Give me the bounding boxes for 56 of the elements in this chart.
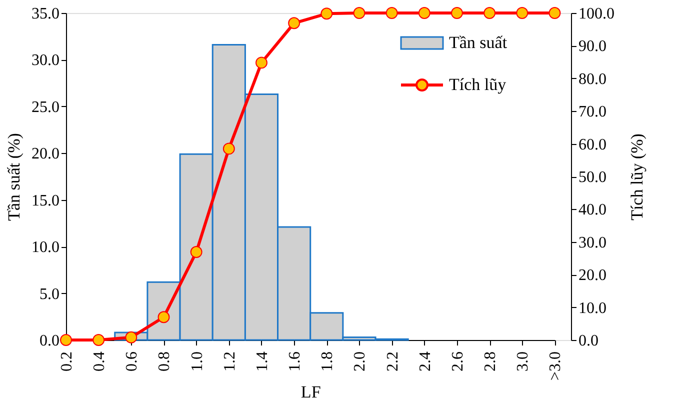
y2-axis-title: Tích lũy (%) [628, 134, 646, 220]
x-tick-label: 2.2 [384, 352, 402, 372]
x-tick-label: 1.2 [221, 352, 238, 372]
point [450, 7, 463, 19]
x-tick-label: 3.0 [514, 352, 532, 372]
point [484, 7, 496, 19]
point [222, 142, 235, 155]
x-tick-label: 2.0 [352, 352, 369, 372]
point [256, 56, 268, 69]
y-axis-title: Tần suất (%) [4, 133, 24, 221]
x-tick-label: 2.6 [449, 352, 466, 372]
x-tick-label: 2.4 [416, 352, 434, 372]
point [320, 8, 333, 20]
x-tick-label: >3.0 [547, 352, 564, 381]
y2-tick-label: 60.0 [578, 136, 606, 154]
legend-label: Tần suất [449, 33, 508, 52]
point [353, 7, 366, 19]
x-tick-label: 1.0 [188, 352, 206, 372]
x-tick-label: 0.2 [58, 352, 76, 372]
y2-tick-label: 100.0 [578, 6, 614, 22]
y2-tick-label: 50.0 [578, 169, 606, 186]
x-tick-label: 1.6 [286, 352, 304, 372]
x-tick-label: 0.6 [124, 352, 141, 372]
x-tick-label: 0.8 [156, 352, 174, 372]
point [92, 334, 105, 346]
y-tick-label: 10.0 [32, 239, 60, 256]
point [158, 311, 170, 324]
y-tick-label: 25.0 [32, 98, 60, 116]
point [125, 331, 138, 344]
point [386, 7, 398, 19]
y-tick-label: 0.0 [40, 332, 60, 350]
y-tick-label: 30.0 [32, 52, 60, 70]
point [418, 7, 430, 19]
x-tick-label: 1.4 [254, 352, 271, 372]
x-axis-title: LF [300, 382, 321, 402]
point [548, 7, 561, 19]
x-tick-label: 1.8 [319, 352, 336, 372]
point [516, 7, 528, 19]
y2-tick-label: 40.0 [578, 202, 606, 219]
y2-tick-label: 0.0 [578, 332, 598, 350]
y-tick-label: 20.0 [32, 146, 60, 163]
y2-tick-label: 30.0 [578, 234, 606, 252]
y2-tick-label: 80.0 [578, 70, 606, 88]
y-tick-label: 5.0 [40, 286, 60, 303]
point [190, 246, 202, 258]
x-tick-label: 0.4 [91, 352, 108, 372]
point [60, 334, 72, 346]
y-tick-label: 35.0 [32, 6, 60, 22]
y2-tick-label: 10.0 [578, 300, 606, 317]
y2-tick-label: 90.0 [578, 38, 606, 56]
y-tick-label: 15.0 [32, 192, 60, 210]
legend-label: Tích lũy [449, 75, 507, 94]
point [288, 17, 300, 30]
x-tick-label: 2.8 [482, 352, 500, 372]
y2-tick-label: 20.0 [578, 267, 606, 284]
y2-tick-label: 70.0 [578, 104, 606, 121]
